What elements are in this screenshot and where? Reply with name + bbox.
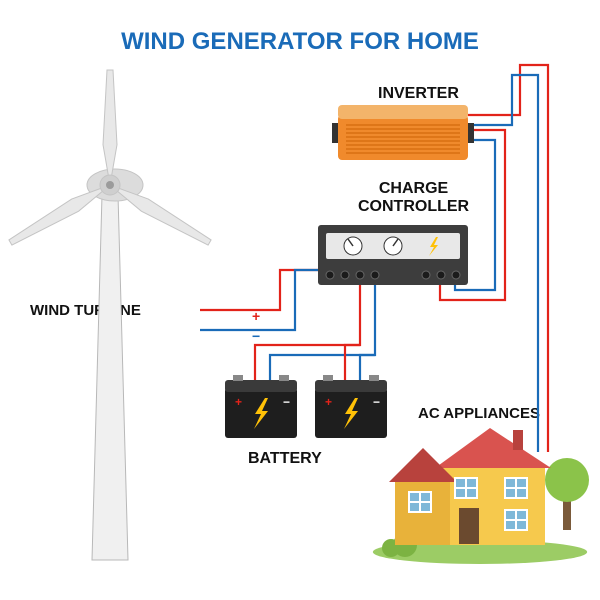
diagram-canvas: + − + − [0, 0, 600, 600]
battery-icon: + − + − [225, 375, 387, 438]
house-icon [373, 428, 589, 564]
svg-text:+: + [235, 395, 242, 409]
inverter-icon [332, 105, 474, 160]
wind-turbine-icon [7, 70, 213, 560]
svg-text:+: + [325, 395, 332, 409]
svg-text:−: − [373, 395, 380, 409]
charge-controller-icon [318, 225, 468, 285]
svg-text:−: − [283, 395, 290, 409]
